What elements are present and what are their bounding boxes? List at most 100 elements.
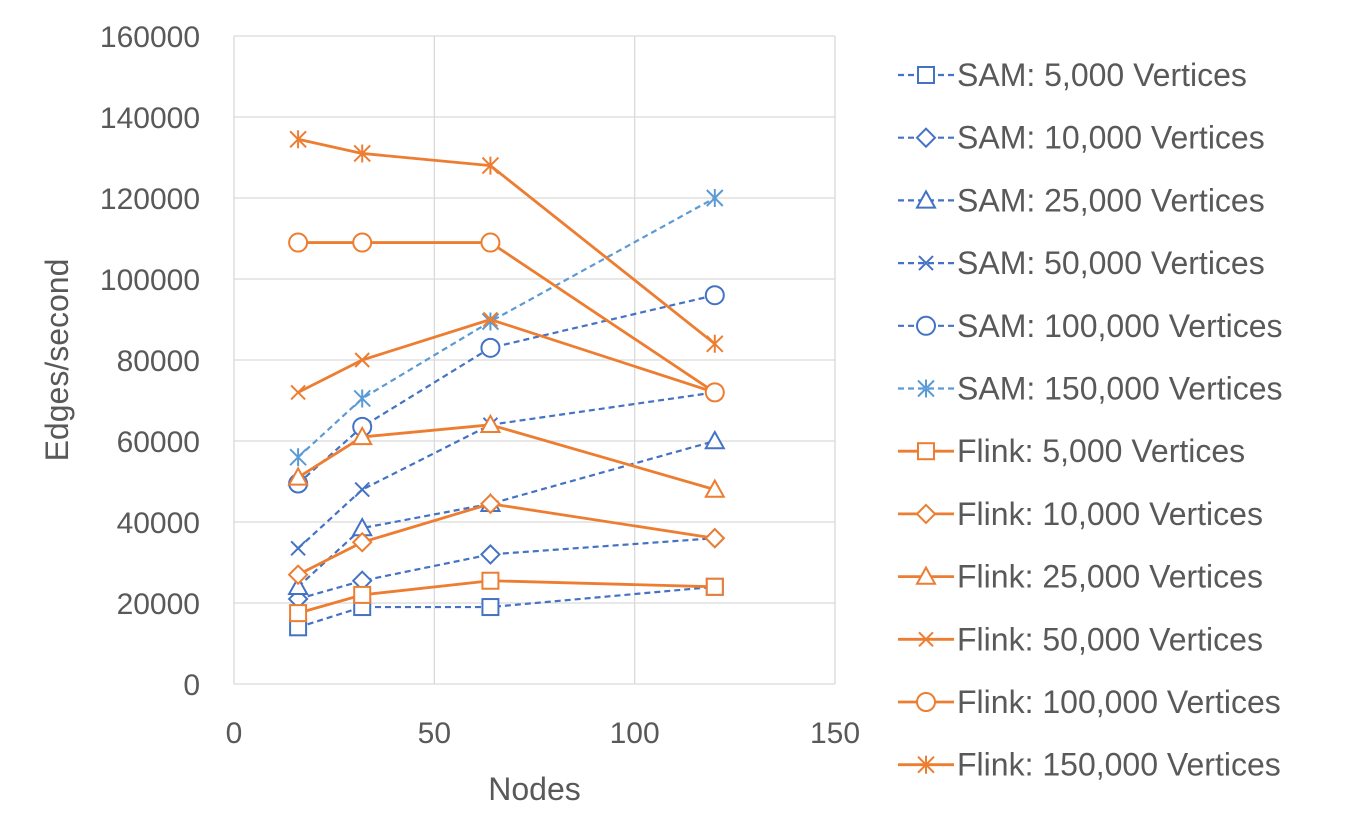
y-tick-label: 0 xyxy=(183,669,200,702)
data-point xyxy=(353,585,372,604)
data-point xyxy=(480,543,501,565)
data-point xyxy=(354,481,370,498)
legend-label: SAM: 150,000 Vertices xyxy=(957,371,1283,407)
y-tick-label: 100000 xyxy=(100,264,200,297)
legend-marker xyxy=(917,66,935,84)
series-6 xyxy=(289,189,724,467)
data-point xyxy=(287,466,309,486)
legend-label: Flink: 5,000 Vertices xyxy=(957,433,1245,469)
series-line xyxy=(297,439,716,588)
data-point xyxy=(481,312,500,331)
y-tick-label: 40000 xyxy=(117,507,200,540)
data-point xyxy=(481,571,500,590)
legend-item: Flink: 5,000 Vertices xyxy=(898,433,1245,469)
data-point xyxy=(289,448,307,467)
series-line xyxy=(297,502,716,576)
series-8 xyxy=(287,493,726,586)
series-group xyxy=(287,130,726,637)
data-point xyxy=(481,598,500,617)
grid xyxy=(233,35,836,685)
series-line xyxy=(297,294,716,485)
legend-marker xyxy=(918,255,934,271)
series-3 xyxy=(287,429,726,595)
axes: 0 20000 40000 60000 80000 100000 120000 140000 1… xyxy=(39,21,860,807)
y-tick-label: 120000 xyxy=(100,183,200,216)
data-point xyxy=(704,429,726,450)
data-point xyxy=(351,425,373,446)
data-point xyxy=(351,531,373,553)
series-12 xyxy=(289,130,724,353)
legend-label: SAM: 50,000 Vertices xyxy=(957,245,1265,281)
data-point xyxy=(479,413,502,433)
legend-item: Flink: 50,000 Vertices xyxy=(898,621,1263,657)
data-point xyxy=(705,577,724,596)
series-line xyxy=(297,579,715,615)
series-line xyxy=(297,318,716,394)
series-10 xyxy=(290,311,723,401)
data-point xyxy=(289,130,307,149)
data-point xyxy=(480,232,501,253)
legend-marker xyxy=(917,442,935,461)
series-line xyxy=(297,197,716,459)
data-point xyxy=(290,384,306,401)
legend-item: Flink: 10,000 Vertices xyxy=(898,496,1263,532)
legend-label: Flink: 100,000 Vertices xyxy=(957,684,1281,720)
series-line xyxy=(297,137,716,345)
series-line xyxy=(297,423,716,491)
series-line xyxy=(297,391,715,550)
x-tick-label: 150 xyxy=(810,717,860,750)
legend-item: Flink: 25,000 Vertices xyxy=(898,559,1263,595)
data-point xyxy=(287,564,309,586)
legend-marker xyxy=(915,503,937,525)
legend-item: Flink: 100,000 Vertices xyxy=(898,684,1281,720)
series-5 xyxy=(288,285,725,494)
y-axis-title: Edges/second xyxy=(39,259,75,462)
legend-item: SAM: 25,000 Vertices xyxy=(898,182,1265,218)
series-line xyxy=(298,241,716,394)
legend-marker xyxy=(915,189,937,209)
legend: SAM: 5,000 Vertices SAM: 10,000 Vertices S… xyxy=(898,57,1283,783)
legend-label: Flink: 50,000 Vertices xyxy=(957,621,1263,657)
legend-label: Flink: 10,000 Vertices xyxy=(957,496,1263,532)
data-point xyxy=(706,189,724,207)
data-point xyxy=(480,337,501,358)
legend-marker xyxy=(915,565,937,585)
data-point xyxy=(704,382,725,403)
legend-marker xyxy=(917,379,935,398)
series-11 xyxy=(288,232,725,403)
y-tick-label: 160000 xyxy=(100,21,200,54)
legend-marker xyxy=(916,692,936,712)
legend-item: Flink: 150,000 Vertices xyxy=(898,747,1281,783)
legend-marker xyxy=(918,631,934,648)
data-point xyxy=(353,144,371,163)
series-7 xyxy=(289,571,724,623)
legend-item: SAM: 50,000 Vertices xyxy=(898,245,1265,281)
y-tick-label: 20000 xyxy=(117,588,200,621)
data-point xyxy=(480,493,501,515)
legend-marker xyxy=(917,755,935,774)
data-point xyxy=(354,352,370,368)
legend-label: SAM: 100,000 Vertices xyxy=(957,308,1283,344)
x-tick-label: 100 xyxy=(610,717,660,750)
data-point xyxy=(706,334,724,353)
x-axis-title: Nodes xyxy=(488,771,581,807)
legend-item: SAM: 10,000 Vertices xyxy=(898,120,1265,156)
legend-label: SAM: 10,000 Vertices xyxy=(957,120,1265,156)
legend-label: SAM: 5,000 Vertices xyxy=(957,57,1247,93)
data-point xyxy=(704,478,726,498)
x-tick-label: 0 xyxy=(226,717,243,750)
legend-item: SAM: 150,000 Vertices xyxy=(898,371,1283,407)
data-point xyxy=(288,232,309,253)
legend-marker xyxy=(916,315,936,336)
legend-label: Flink: 150,000 Vertices xyxy=(957,747,1281,783)
legend-label: Flink: 25,000 Vertices xyxy=(957,559,1263,595)
y-tick-label: 60000 xyxy=(117,426,200,459)
legend-label: SAM: 25,000 Vertices xyxy=(957,182,1265,218)
y-tick-label: 140000 xyxy=(100,102,200,135)
data-point xyxy=(352,232,373,253)
series-line xyxy=(297,537,715,601)
legend-marker xyxy=(915,127,937,149)
data-point xyxy=(481,156,500,175)
